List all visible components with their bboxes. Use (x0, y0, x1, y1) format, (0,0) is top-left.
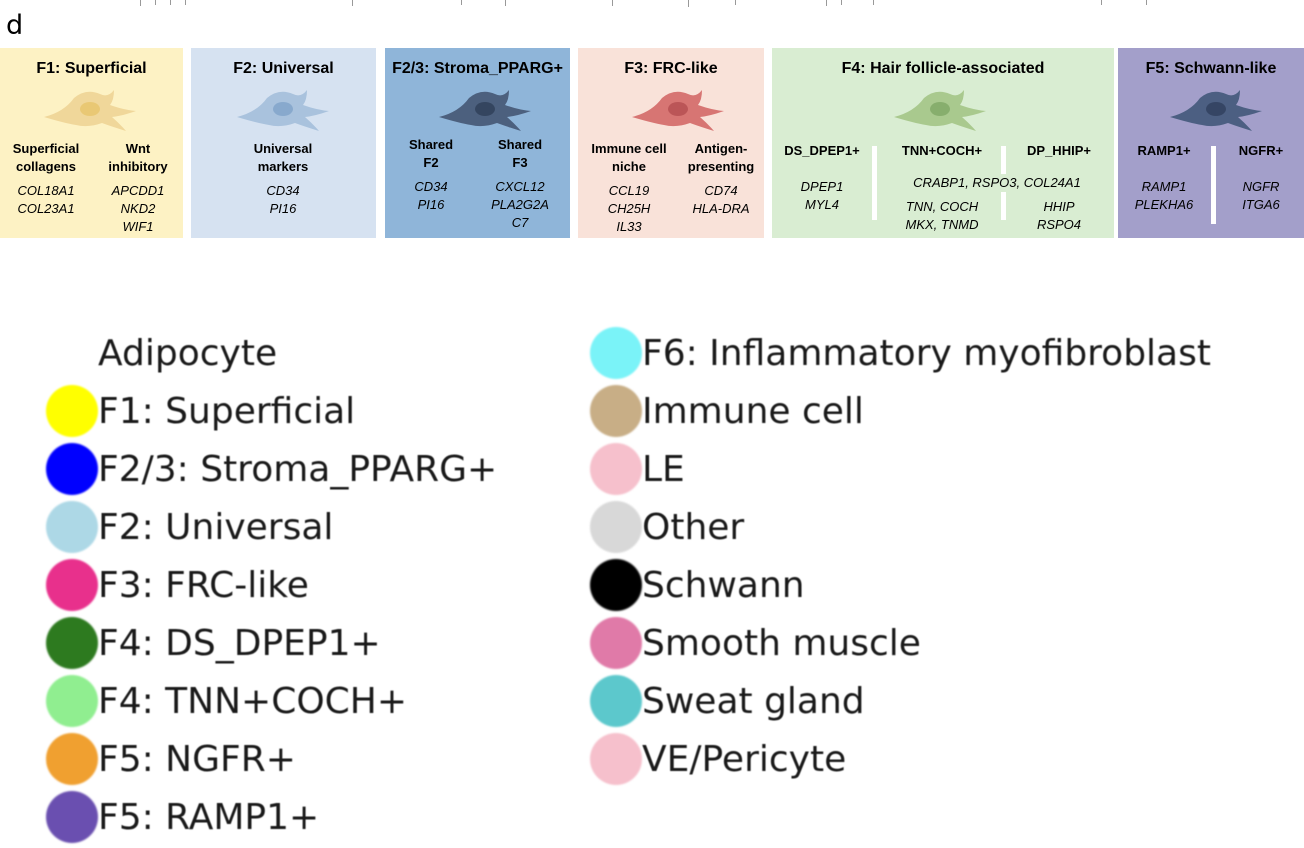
panel-f23-stroma-pparg: F2/3: Stroma_PPARG+ Shared F2 CD34 PI16 Sh… (385, 48, 570, 238)
legend-item-adipocyte: Adipocyte (46, 326, 277, 380)
column-ngfr: NGFR+ NGFR ITGA6 (1238, 143, 1284, 212)
legend-swatch (590, 501, 642, 553)
panel-f2-universal: F2: Universal Universal markers CD34 PI16 (191, 48, 376, 238)
panel-f3-frc-like: F3: FRC-like Immune cell niche CCL19 CH25H… (578, 48, 764, 238)
legend-swatch (590, 327, 642, 379)
cropped-axis-ticks (0, 0, 1304, 10)
legend-swatch (590, 385, 642, 437)
panel-title: F2: Universal (233, 60, 334, 77)
legend-item-f6: F6: Inflammatory myofibroblast (590, 326, 1211, 380)
genes-dp-hhip: HHIP RSPO4 (1036, 199, 1082, 232)
legend-swatch (590, 617, 642, 669)
legend-item-f2: F2: Universal (46, 500, 333, 554)
legend-item-f23: F2/3: Stroma_PPARG+ (46, 442, 497, 496)
legend-item-f4-ds: F4: DS_DPEP1+ (46, 616, 381, 670)
genes-tnn-coch: TNN, COCH MKX, TNMD (905, 199, 979, 232)
column-separator (1211, 146, 1216, 224)
column-shared-f3: Shared F3 CXCL12 PLA2G2A C7 (491, 137, 549, 230)
column-tnn-coch: TNN+COCH+ (901, 143, 983, 158)
legend-swatch (46, 733, 98, 785)
column-shared-f2: Shared F2 CD34 PI16 (408, 137, 454, 212)
legend-item-f3: F3: FRC-like (46, 558, 309, 612)
legend-swatch (46, 327, 98, 379)
legend-swatch (590, 733, 642, 785)
cell-icon (630, 86, 726, 132)
panel-title: F1: Superficial (36, 60, 147, 77)
legend-item-smooth-muscle: Smooth muscle (590, 616, 921, 670)
legend-swatch (46, 559, 98, 611)
shared-genes-f4: CRABP1, RSPO3, COL24A1 (882, 174, 1112, 192)
panel-title: F5: Schwann-like (1145, 60, 1277, 77)
column-antigen-presenting: Antigen-presenting CD74 HLA-DRA (687, 141, 755, 216)
legend-swatch (590, 675, 642, 727)
column-universal-markers: Universal markers CD34 PI16 (253, 141, 313, 216)
cell-icon (235, 86, 331, 132)
legend-swatch (46, 791, 98, 843)
panel-f4-hair-follicle: F4: Hair follicle-associated DS_DPEP1+ D… (772, 48, 1114, 238)
legend-swatch (46, 675, 98, 727)
legend-item-f5-ngfr: F5: NGFR+ (46, 732, 296, 786)
column-superficial-collagens: Superficial collagens COL18A1 COL23A1 (12, 141, 80, 216)
legend-swatch (46, 617, 98, 669)
legend-swatch (46, 385, 98, 437)
legend-item-le: LE (590, 442, 685, 496)
legend-item-immune: Immune cell (590, 384, 864, 438)
column-dp-hhip: DP_HHIP+ (1027, 143, 1091, 158)
legend-item-sweat-gland: Sweat gland (590, 674, 865, 728)
legend-swatch (46, 501, 98, 553)
legend-swatch (590, 443, 642, 495)
legend-item-f5-ramp1: F5: RAMP1+ (46, 790, 319, 844)
panel-title: F4: Hair follicle-associated (841, 60, 1045, 77)
panel-title: F3: FRC-like (624, 60, 718, 77)
legend-item-other: Other (590, 500, 744, 554)
cell-icon (42, 86, 138, 132)
cell-icon (437, 86, 533, 132)
column-ramp1: RAMP1+ RAMP1 PLEKHA6 (1134, 143, 1194, 212)
panel-f1-superficial: F1: Superficial Superficial collagens COL… (0, 48, 183, 238)
cell-icon (1168, 86, 1264, 132)
panel-title: F2/3: Stroma_PPARG+ (392, 60, 563, 77)
legend-swatch (46, 443, 98, 495)
column-separator (872, 146, 877, 220)
legend-swatch (590, 559, 642, 611)
legend-item-ve-pericyte: VE/Pericyte (590, 732, 846, 786)
column-wnt-inhibitory: Wnt inhibitory APCDD1 NKD2 WIF1 (108, 141, 168, 234)
cell-icon (892, 86, 988, 132)
column-immune-cell-niche: Immune cell niche CCL19 CH25H IL33 (591, 141, 667, 234)
column-ds-dpep1: DS_DPEP1+ DPEP1 MYL4 (784, 143, 860, 212)
legend-item-f1: F1: Superficial (46, 384, 355, 438)
panel-f5-schwann-like: F5: Schwann-like RAMP1+ RAMP1 PLEKHA6 NGF… (1118, 48, 1304, 238)
legend-item-f4-tnn: F4: TNN+COCH+ (46, 674, 407, 728)
legend-item-schwann: Schwann (590, 558, 805, 612)
panel-letter: d (6, 10, 24, 41)
